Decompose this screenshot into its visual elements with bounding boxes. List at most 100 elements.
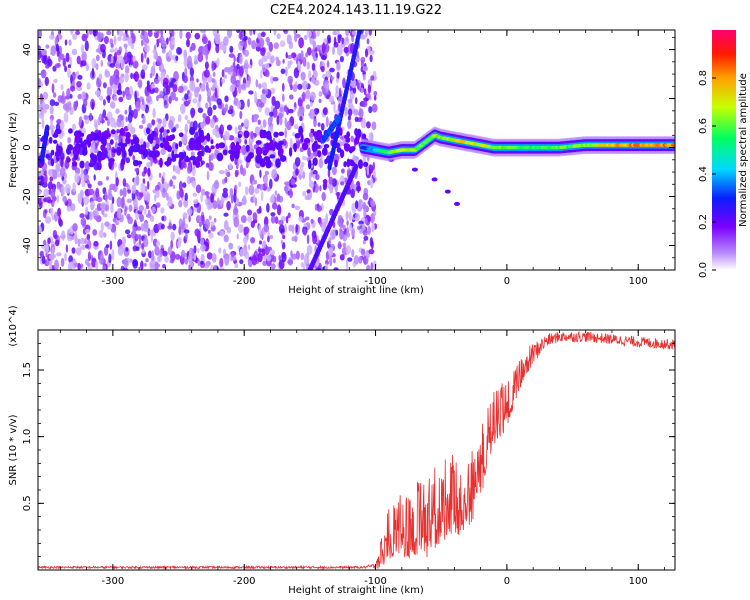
noise-blob: [155, 136, 160, 145]
noise-blob: [279, 40, 286, 48]
noise-blob: [152, 107, 156, 118]
x-tick-label: 0: [504, 276, 510, 287]
noise-blob: [366, 165, 370, 176]
noise-blob: [88, 30, 93, 35]
noise-band-blob: [230, 141, 236, 152]
noise-blob: [230, 194, 234, 204]
noise-blob: [226, 200, 231, 211]
noise-blob: [223, 234, 229, 243]
noise-blob: [109, 48, 115, 53]
noise-band-blob: [237, 133, 242, 139]
top-y-axis-label: Frequency (Hz): [8, 112, 19, 188]
noise-blob: [254, 126, 261, 136]
noise-blob: [91, 67, 95, 78]
noise-blob: [111, 73, 117, 85]
noise-blob: [150, 233, 154, 243]
noise-blob: [155, 190, 160, 198]
noise-blob: [297, 109, 303, 118]
noise-blob: [38, 176, 44, 181]
noise-blob: [135, 246, 140, 251]
noise-blob: [156, 55, 162, 66]
noise-blob: [358, 220, 364, 225]
noise-blob: [337, 215, 343, 224]
noise-blob: [188, 253, 193, 264]
noise-band-blob: [207, 147, 212, 154]
noise-band-blob: [169, 134, 174, 141]
noise-blob: [288, 224, 293, 232]
noise-blob: [154, 30, 158, 33]
noise-blob: [320, 65, 325, 73]
noise-blob: [56, 252, 62, 257]
noise-blob: [349, 90, 355, 100]
noise-blob: [99, 253, 103, 264]
noise-blob: [178, 225, 182, 236]
noise-band-blob: [100, 144, 106, 152]
noise-blob: [57, 34, 63, 40]
noise-blob: [316, 108, 320, 114]
noise-band-blob: [71, 161, 78, 167]
noise-band-blob: [268, 135, 272, 142]
noise-band-blob: [159, 128, 164, 134]
noise-blob: [197, 248, 200, 254]
noise-blob: [56, 62, 61, 68]
bottom-y-axis: 0.5 1.0 1.5: [22, 342, 675, 571]
noise-blob: [64, 65, 68, 73]
noise-blob: [303, 34, 308, 41]
noise-blob: [110, 55, 114, 64]
noise-blob: [40, 49, 47, 56]
noise-band-blob: [130, 139, 134, 146]
noise-blob: [120, 120, 125, 128]
noise-blob: [159, 132, 163, 141]
noise-blob: [259, 169, 262, 178]
noise-blob: [303, 223, 308, 228]
noise-blob: [38, 30, 42, 39]
noise-blob: [207, 40, 212, 51]
noise-blob: [162, 171, 166, 179]
noise-blob: [228, 242, 234, 250]
noise-blob: [183, 75, 188, 84]
noise-blob: [62, 57, 66, 67]
noise-blob: [260, 47, 266, 56]
noise-blob: [229, 45, 234, 53]
noise-blob: [169, 259, 175, 264]
noise-blob: [217, 204, 221, 210]
noise-blob: [300, 252, 305, 261]
noise-blob: [79, 263, 84, 269]
noise-blob: [278, 219, 284, 226]
noise-blob: [362, 155, 367, 164]
noise-blob: [228, 162, 232, 170]
noise-blob: [107, 193, 113, 201]
noise-blob: [166, 202, 172, 207]
spectrogram-noise: [38, 30, 378, 270]
noise-blob: [53, 154, 57, 164]
noise-blob: [55, 43, 60, 52]
noise-blob: [200, 193, 204, 203]
noise-blob: [125, 229, 131, 235]
noise-blob: [60, 257, 65, 267]
noise-blob: [302, 190, 307, 197]
noise-blob: [115, 108, 120, 114]
noise-band-blob: [216, 152, 224, 162]
noise-blob: [70, 203, 76, 212]
noise-blob: [199, 221, 202, 228]
noise-blob: [77, 74, 83, 80]
noise-blob: [243, 236, 248, 245]
snr-series-line: [38, 330, 675, 570]
noise-blob: [273, 42, 279, 50]
noise-blob: [362, 74, 366, 81]
noise-blob: [280, 68, 286, 75]
noise-blob: [207, 200, 211, 206]
noise-blob: [258, 224, 262, 236]
noise-blob: [300, 50, 304, 61]
noise-blob: [247, 215, 253, 223]
noise-blob: [261, 248, 266, 257]
noise-blob: [103, 36, 109, 44]
noise-blob: [295, 168, 299, 176]
noise-blob: [186, 208, 193, 216]
noise-blob: [285, 51, 288, 59]
noise-blob: [118, 76, 124, 84]
noise-blob: [144, 185, 148, 192]
noise-blob: [122, 236, 126, 246]
noise-blob: [354, 116, 359, 123]
x-tick-label: -100: [364, 276, 387, 287]
